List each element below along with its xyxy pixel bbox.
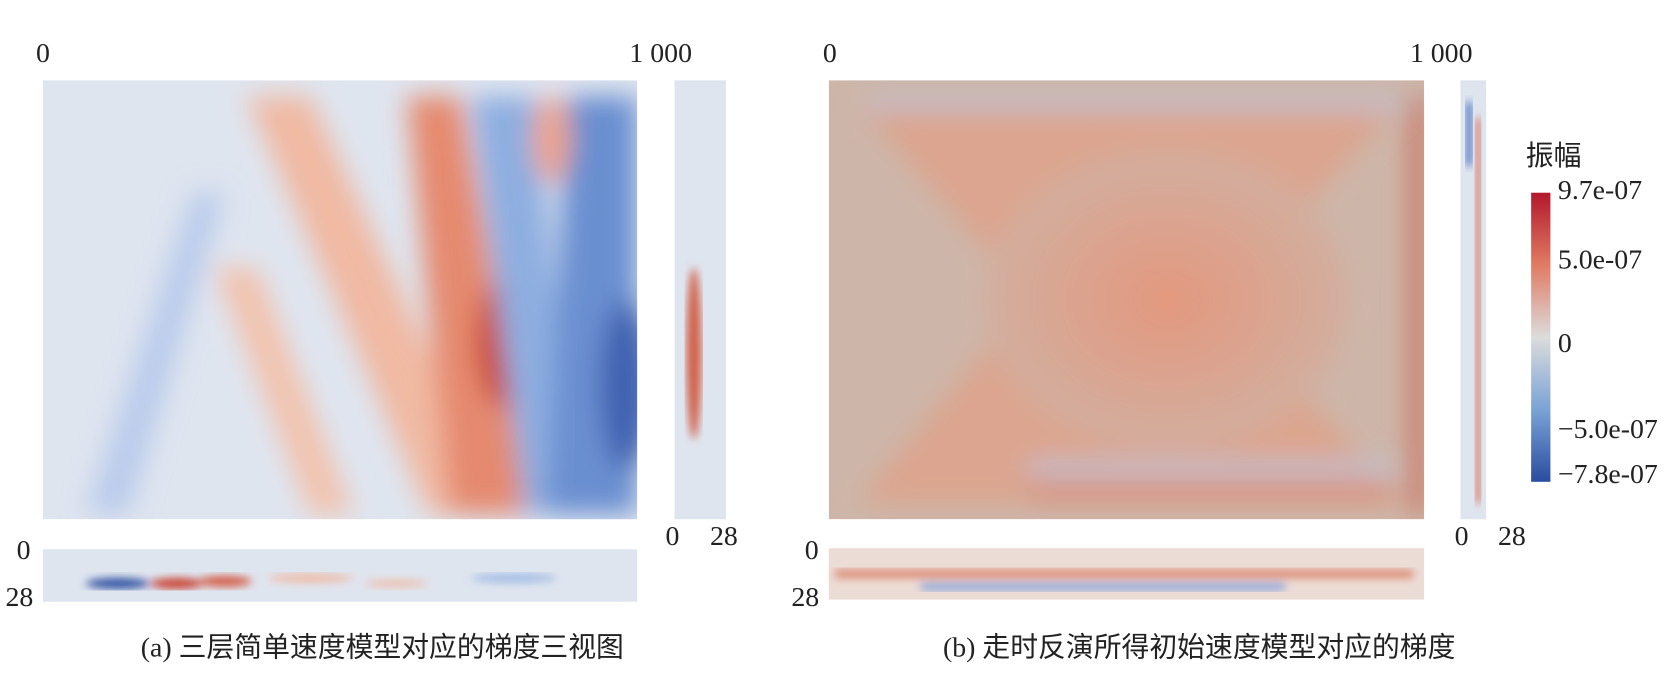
axis-label: 28 (791, 582, 819, 613)
side-view-b (1460, 80, 1487, 520)
heatmap-b (828, 80, 1425, 520)
colorbar-label: 0 (1558, 328, 1572, 359)
bottom-view-b (828, 548, 1425, 600)
caption: (b) 走时反演所得初始速度模型对应的梯度 (943, 632, 1456, 663)
colorbar-label: 5.0e-07 (1558, 245, 1642, 276)
axis-label: 0 (17, 535, 31, 566)
colorbar-title: 振幅 (1526, 141, 1582, 172)
axis-label: 0 (666, 521, 680, 552)
axis-label: 28 (710, 521, 738, 552)
caption: (a) 三层简单速度模型对应的梯度三视图 (141, 632, 624, 663)
side-view-a (674, 80, 727, 520)
axis-label: 0 (805, 535, 819, 566)
axis-label: 0 (36, 38, 50, 69)
axis-label: 0 (1455, 521, 1469, 552)
axis-label: 0 (823, 38, 837, 69)
axis-label: 1 000 (629, 38, 692, 69)
axis-label: 28 (1498, 521, 1526, 552)
bottom-view-a (42, 549, 638, 602)
colorbar-label: 9.7e-07 (1558, 175, 1642, 206)
axis-label: 1 000 (1410, 38, 1473, 69)
axis-label: 28 (5, 582, 33, 613)
colorbar-label: −5.0e-07 (1558, 414, 1658, 445)
colorbar (1531, 192, 1551, 482)
heatmap-a (42, 80, 638, 520)
colorbar-label: −7.8e-07 (1558, 459, 1658, 490)
